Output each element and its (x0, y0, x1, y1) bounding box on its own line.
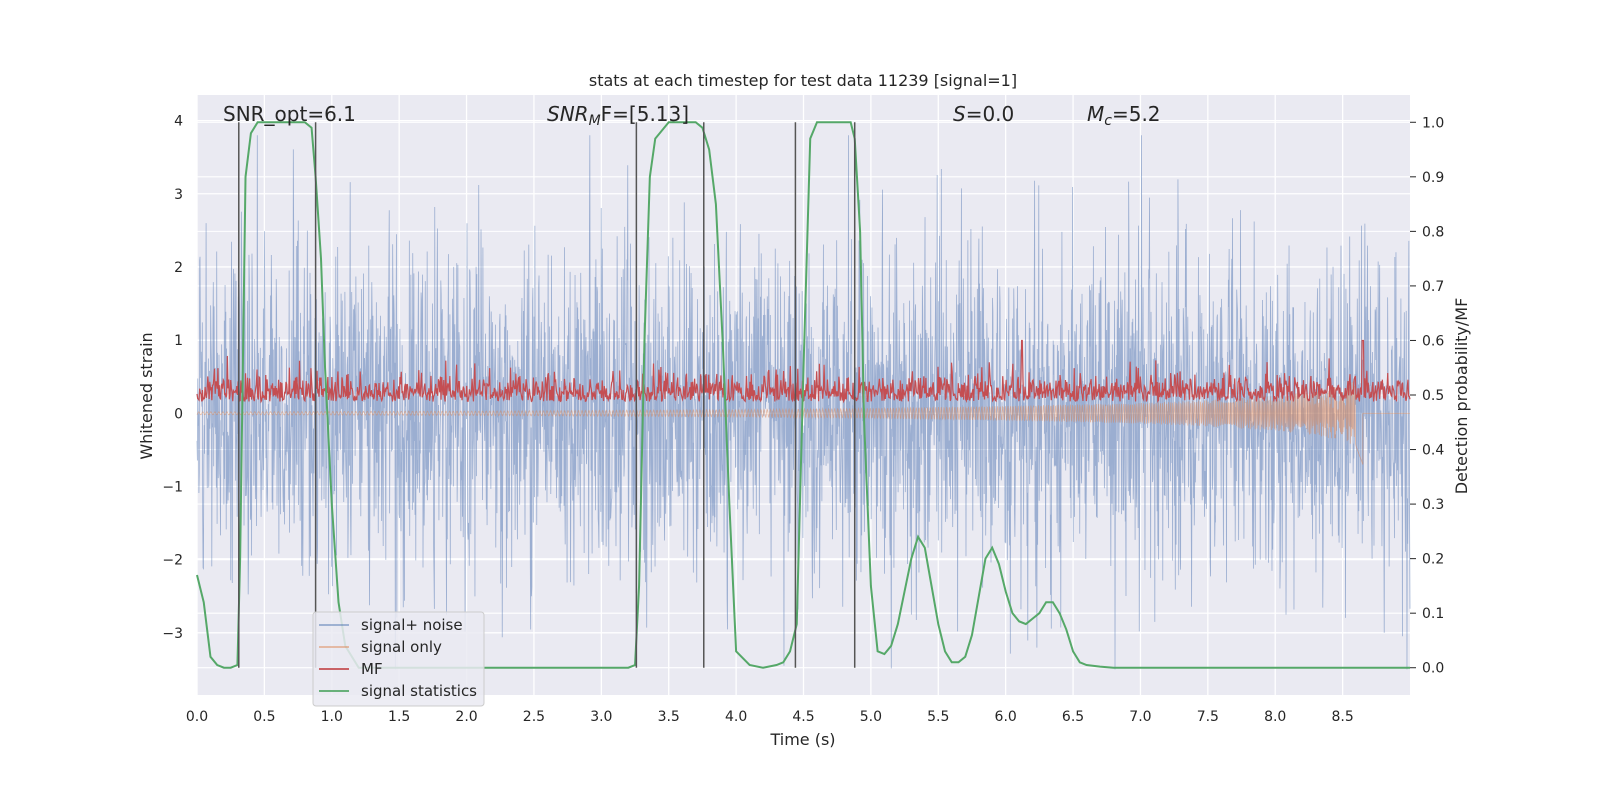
y2-axis-ticks: 0.0 0.1 0.2 0.3 0.4 0.5 0.6 0.7 0.8 0.9 1.0 (1410, 115, 1444, 677)
annotation-s-sym: S (953, 102, 966, 126)
legend-label-signal-statistics: signal statistics (361, 682, 477, 700)
vertical-markers (238, 122, 856, 668)
x-tick-label: 5.0 (860, 709, 882, 725)
annotation-mc: Mc=5.2 (1087, 102, 1161, 129)
x-axis-label: Time (s) (769, 730, 835, 749)
y2-tick-label: 0.0 (1422, 661, 1444, 677)
y2-tick-label: 0.7 (1422, 279, 1444, 295)
x-tick-label: 2.5 (523, 709, 545, 725)
y-tick-label: 0 (174, 406, 183, 422)
y2-tick-label: 0.9 (1422, 170, 1444, 186)
x-tick-label: 1.0 (321, 709, 343, 725)
y2-axis-label: Detection probability/MF (1452, 298, 1471, 495)
x-tick-label: 0.0 (186, 709, 208, 725)
x-tick-label: 7.0 (1129, 709, 1151, 725)
signal-statistics-line (196, 121, 1410, 669)
annotation-mc-sub: c (1104, 113, 1112, 129)
y-tick-label: −1 (162, 479, 183, 495)
signal-only-line (196, 381, 1410, 465)
legend-box (312, 611, 485, 707)
annotation-snr-mf-base: SNR (547, 102, 589, 126)
annotation-s: S=0.0 (953, 102, 1014, 126)
y-tick-label: 3 (174, 187, 183, 203)
signal-statistics-series (196, 121, 1410, 669)
annotation-snr-mf: SNRMF=[5.13] (547, 102, 689, 129)
y2-tick-label: 0.2 (1422, 552, 1444, 568)
annotation-mc-rest: =5.2 (1112, 102, 1161, 126)
y2-tick-label: 0.5 (1422, 388, 1444, 404)
x-tick-label: 8.5 (1331, 709, 1353, 725)
annotation-snr-opt: SNR_opt=6.1 (223, 102, 356, 126)
signal-only-series (196, 381, 1410, 465)
x-tick-label: 1.5 (388, 709, 410, 725)
y-tick-label: 4 (174, 114, 183, 130)
x-tick-label: 3.5 (658, 709, 680, 725)
y2-tick-label: 0.8 (1422, 224, 1444, 240)
y-tick-label: −3 (162, 626, 183, 642)
x-tick-label: 2.0 (455, 709, 477, 725)
y-axis-label: Whitened strain (137, 332, 156, 459)
x-tick-label: 6.5 (1062, 709, 1084, 725)
x-tick-label: 4.5 (792, 709, 814, 725)
x-tick-label: 8.0 (1264, 709, 1286, 725)
x-tick-label: 0.5 (253, 709, 275, 725)
x-axis-ticks: 0.0 0.5 1.0 1.5 2.0 2.5 3.0 3.5 4.0 4.5 5.0 5.5 6.0 6… (186, 709, 1354, 725)
annotation-mc-base: M (1087, 102, 1104, 126)
annotation-s-rest: =0.0 (966, 102, 1015, 126)
y2-tick-label: 0.1 (1422, 606, 1444, 622)
x-tick-label: 6.0 (995, 709, 1017, 725)
y2-tick-label: 0.4 (1422, 443, 1444, 459)
y-axis-ticks: −3 −2 −1 0 1 2 3 4 (162, 114, 183, 642)
annotation-snr-mf-rest: F=[5.13] (601, 102, 689, 126)
x-tick-label: 3.0 (590, 709, 612, 725)
y-tick-label: 1 (174, 333, 183, 349)
y-tick-label: 2 (174, 260, 183, 276)
legend-label-mf: MF (361, 660, 383, 678)
y2-tick-label: 0.6 (1422, 333, 1444, 349)
y2-tick-label: 1.0 (1422, 115, 1444, 131)
annotation-snr-mf-sub: M (589, 113, 601, 129)
y2-tick-label: 0.3 (1422, 497, 1444, 513)
x-tick-label: 7.5 (1197, 709, 1219, 725)
legend-label-signal-only: signal only (361, 638, 442, 656)
y-tick-label: −2 (162, 553, 183, 569)
legend-label-signal-noise: signal+ noise (361, 616, 463, 634)
x-tick-label: 5.5 (927, 709, 949, 725)
legend: signal+ noise signal only MF signal stat… (312, 611, 485, 707)
chart-title: stats at each timestep for test data 112… (589, 71, 1017, 90)
x-tick-label: 4.0 (725, 709, 747, 725)
